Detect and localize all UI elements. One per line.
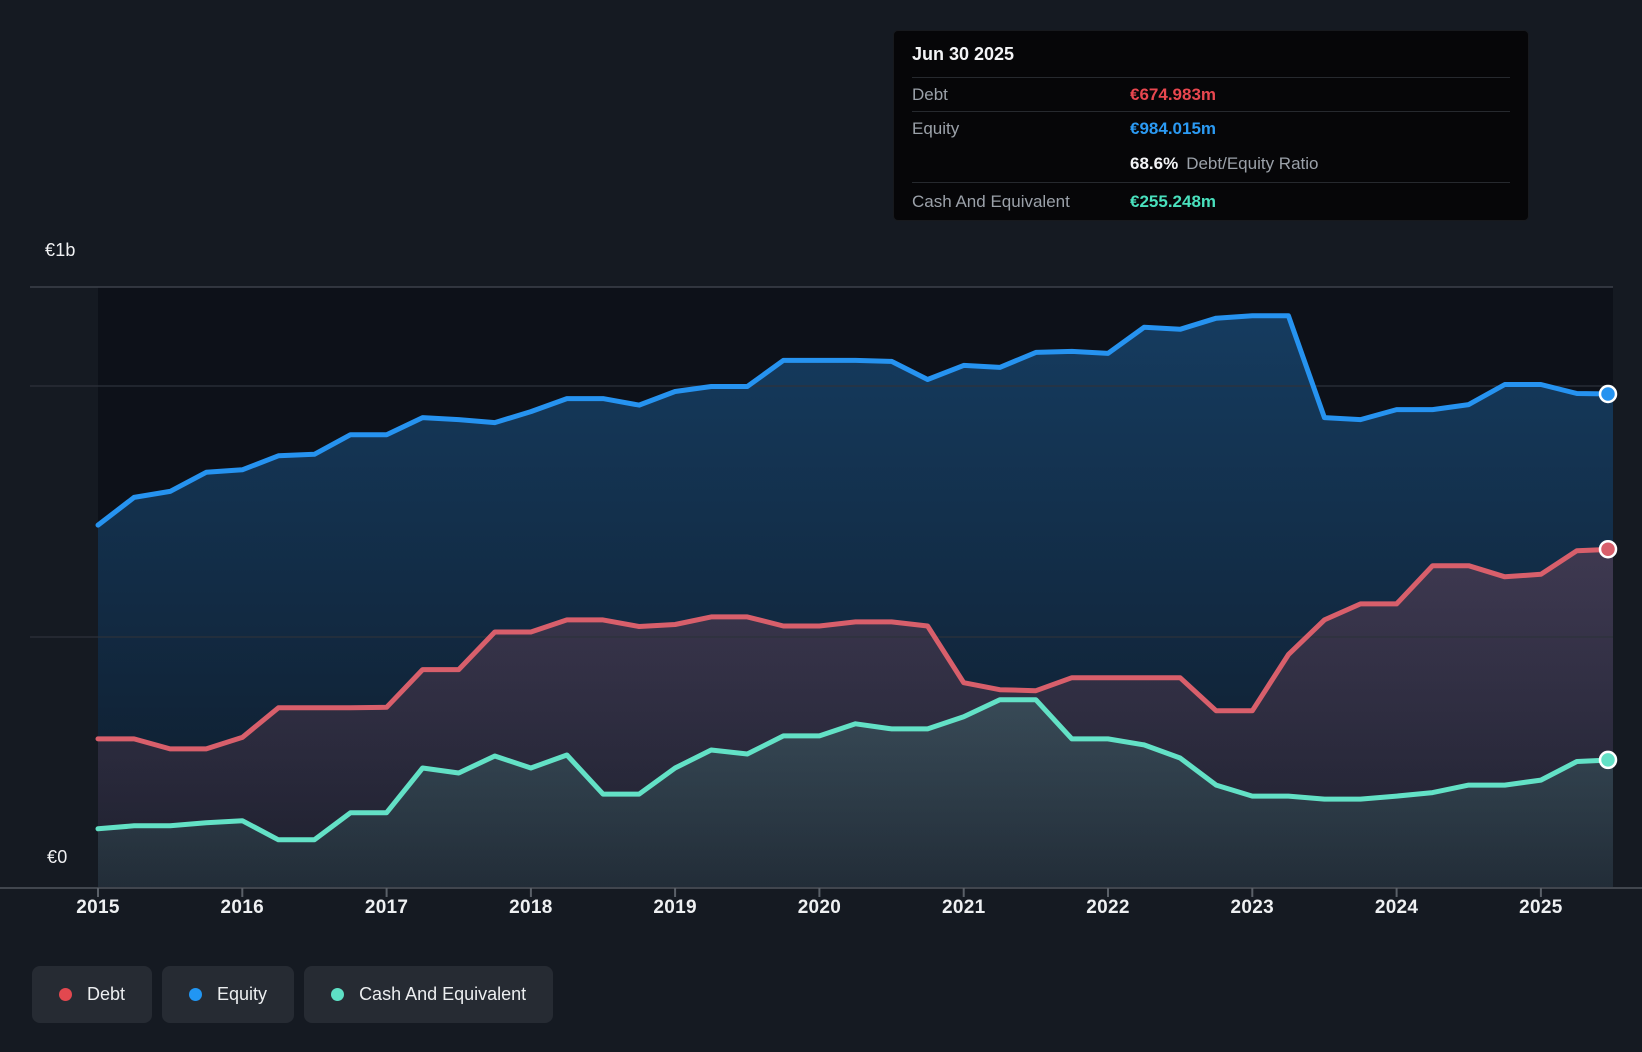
x-axis-year-label: 2016 [220,897,265,918]
chart-tooltip: Jun 30 2025 Debt €674.983m Equity €984.0… [893,30,1529,221]
tooltip-date: Jun 30 2025 [912,44,1015,64]
tooltip-equity-label: Equity [912,118,960,138]
legend-cash-label: Cash And Equivalent [359,984,527,1004]
legend-chip-cash[interactable]: Cash And Equivalent [304,966,554,1023]
x-axis-year-label: 2022 [1086,897,1130,918]
x-axis-year-label: 2018 [509,897,553,918]
y-axis-label-0: €0 [47,847,68,867]
x-axis-year-label: 2023 [1230,897,1275,918]
tooltip-row-equity: Equity €984.015m [912,111,1510,145]
cash-legend-dot-icon [331,988,345,1001]
x-axis-year-label: 2024 [1374,897,1419,918]
legend-chip-equity[interactable]: Equity [162,966,295,1023]
equity-legend-dot-icon [189,988,203,1001]
y-axis-label-1b: €1b [45,240,76,260]
legend-debt-label: Debt [87,984,126,1004]
tooltip-row-ratio: 68.6% Debt/Equity Ratio [912,145,1510,182]
tooltip-row-debt: Debt €674.983m [912,77,1510,111]
tooltip-row-cash: Cash And Equivalent €255.248m [912,182,1510,220]
debt-legend-dot-icon [59,988,72,1001]
x-axis-year-label: 2017 [364,897,409,918]
tooltip-debt-value: €674.983m [1130,84,1217,104]
x-axis-year-label: 2021 [941,897,986,918]
chart-legend: Debt Equity Cash And Equivalent [32,966,554,1023]
legend-equity-label: Equity [217,984,268,1004]
legend-chip-debt[interactable]: Debt [32,966,153,1023]
x-axis-year-label: 2019 [653,897,697,918]
tooltip-equity-value: €984.015m [1130,118,1217,138]
x-axis-year-label: 2020 [797,897,842,918]
tooltip-cash-label: Cash And Equivalent [912,191,1070,211]
x-axis-year-label: 2025 [1519,897,1563,918]
tooltip-cash-value: €255.248m [1130,191,1217,211]
tooltip-ratio-label: Debt/Equity Ratio [1186,153,1319,173]
tooltip-debt-label: Debt [912,84,948,104]
tooltip-ratio-value: 68.6% [1130,153,1179,173]
x-axis-year-label: 2015 [76,897,120,918]
